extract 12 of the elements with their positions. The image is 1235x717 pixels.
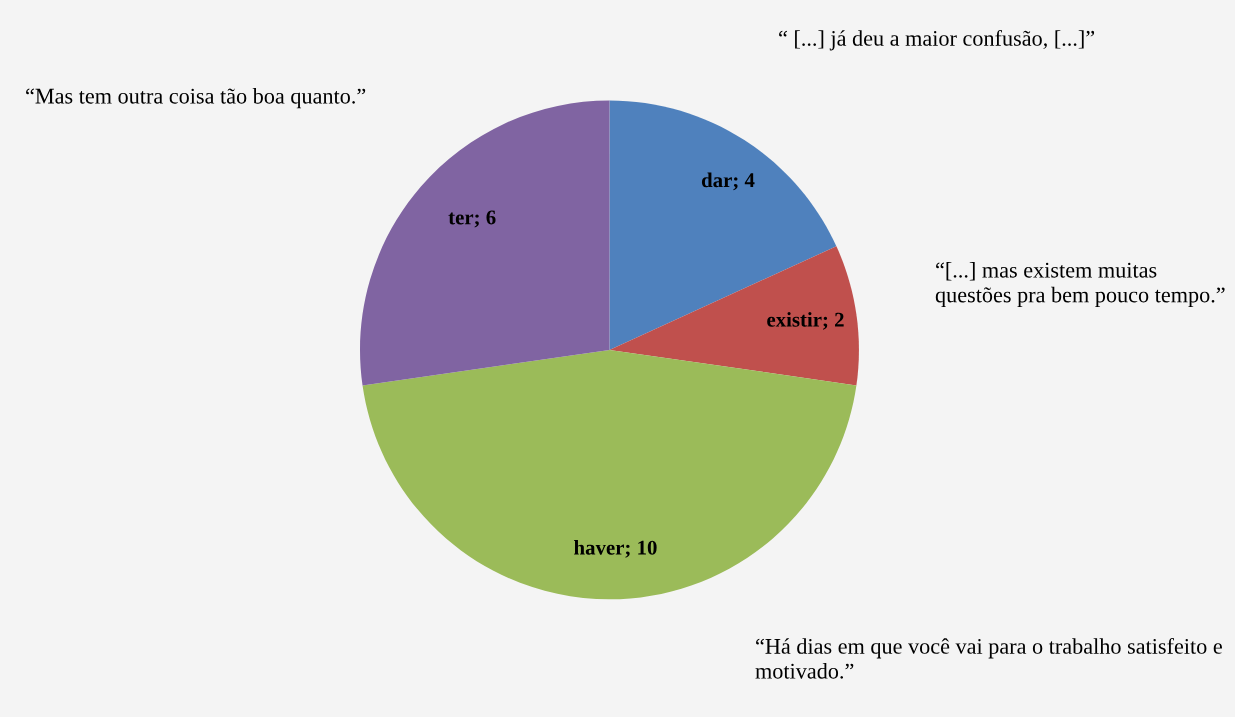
text: “Mas tem outra coisa tão boa quanto.”	[26, 88, 366, 109]
data-label: ; 2	[823, 312, 844, 330]
data-label: ; 4	[733, 173, 755, 191]
text: “[...] mas existem muitas questões pra bem pouco tempo.”	[935, 262, 1225, 307]
text: “ [...] já deu a maior confusão, [...]”	[779, 30, 1095, 51]
slice-label: dar	[701, 172, 732, 188]
data-label: ; 6	[474, 210, 496, 228]
slice-label: haver	[574, 540, 624, 555]
data-label: ; 10	[625, 540, 657, 558]
slice-label: ter	[448, 212, 474, 225]
text: “Há dias em que você vai para o trabalho satisfeito e motivado.”	[755, 638, 1222, 679]
slice-label: existir	[767, 312, 822, 327]
